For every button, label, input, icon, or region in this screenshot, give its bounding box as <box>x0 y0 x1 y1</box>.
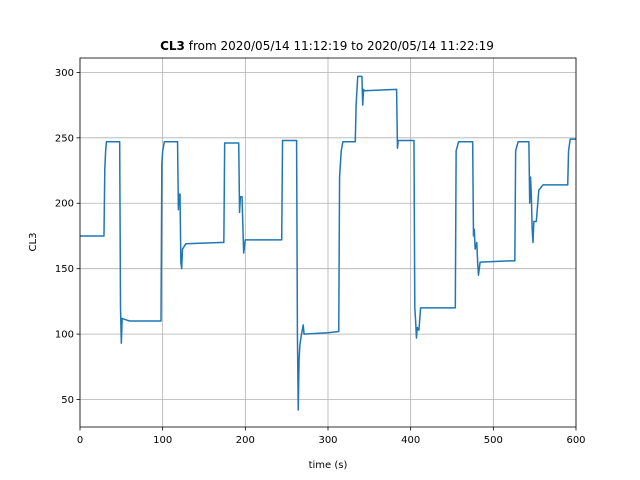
title-rest: from 2020/05/14 11:12:19 to 2020/05/14 1… <box>189 39 494 53</box>
data-line <box>80 75 576 411</box>
x-tick-label: 100 <box>153 435 172 446</box>
title-bold: CL3 <box>160 39 185 53</box>
y-tick-label: 100 <box>55 330 74 341</box>
x-axis-label: time (s) <box>309 460 348 471</box>
x-tick-label: 400 <box>401 435 420 446</box>
y-tick-label: 250 <box>55 133 74 144</box>
x-tick-label: 300 <box>318 435 337 446</box>
x-tick-label: 600 <box>566 435 585 446</box>
y-tick-label: 150 <box>55 264 74 275</box>
y-axis-label: CL3 <box>28 233 39 252</box>
x-tick-label: 200 <box>236 435 255 446</box>
y-tick-label: 300 <box>55 68 74 79</box>
chart-title: CL3 from 2020/05/14 11:12:19 to 2020/05/… <box>160 39 494 53</box>
x-tick-label: 500 <box>484 435 503 446</box>
y-tick-label: 50 <box>61 395 74 406</box>
y-tick-label: 200 <box>55 199 74 210</box>
x-tick-label: 0 <box>77 435 83 446</box>
plot-frame <box>79 57 577 428</box>
